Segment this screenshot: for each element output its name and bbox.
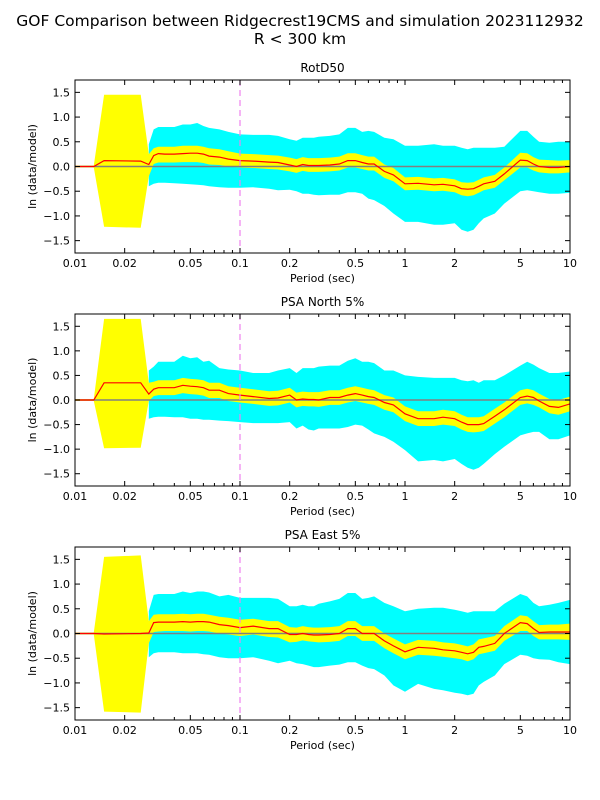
figure-title: GOF Comparison between Ridgecrest19CMS a… bbox=[0, 12, 600, 48]
x-tick-label: 0.01 bbox=[63, 724, 88, 737]
x-tick-label: 0.1 bbox=[231, 257, 249, 270]
y-tick-label: 0.0 bbox=[53, 628, 71, 641]
y-tick-label: −1.0 bbox=[43, 677, 70, 690]
x-tick-label: 0.5 bbox=[347, 490, 365, 503]
x-axis-label: Period (sec) bbox=[290, 739, 355, 752]
plot-area bbox=[75, 80, 570, 253]
x-tick-label: 0.5 bbox=[347, 257, 365, 270]
x-tick-label: 2 bbox=[451, 257, 458, 270]
x-tick-label: 0.05 bbox=[178, 257, 203, 270]
y-tick-label: −1.5 bbox=[43, 702, 70, 715]
mean-line bbox=[75, 620, 570, 655]
mean-line bbox=[75, 152, 570, 190]
x-tick-label: 2 bbox=[451, 724, 458, 737]
y-tick-label: 0.5 bbox=[53, 603, 71, 616]
y-tick-label: −1.5 bbox=[43, 235, 70, 248]
x-tick-label: 0.02 bbox=[112, 724, 137, 737]
y-tick-label: −0.5 bbox=[43, 185, 70, 198]
x-tick-label: 1 bbox=[402, 724, 409, 737]
y-axis-label: ln (data/model) bbox=[26, 591, 39, 676]
y-tick-label: 1.0 bbox=[53, 345, 71, 358]
x-tick-label: 5 bbox=[517, 257, 524, 270]
x-tick-label: 0.2 bbox=[281, 257, 299, 270]
x-tick-label: 10 bbox=[563, 257, 577, 270]
y-axis-label: ln (data/model) bbox=[26, 358, 39, 443]
x-tick-label: 0.5 bbox=[347, 724, 365, 737]
y-tick-label: 0.5 bbox=[53, 369, 71, 382]
x-tick-label: 0.01 bbox=[63, 257, 88, 270]
outer-band bbox=[148, 123, 570, 232]
x-tick-label: 0.1 bbox=[231, 490, 249, 503]
y-tick-label: −1.0 bbox=[43, 443, 70, 456]
y-tick-label: 1.5 bbox=[53, 320, 71, 333]
chart-panel-2: 0.01 0.02 0.05 0.1 0.2 0.5 1 2 5 10 −1.5 −1.0 −0.5 0.… bbox=[26, 295, 577, 518]
y-tick-label: 1.0 bbox=[53, 578, 71, 591]
figure-title-line2: R < 300 km bbox=[253, 30, 347, 48]
y-tick-label: −1.0 bbox=[43, 210, 70, 223]
y-tick-label: −1.5 bbox=[43, 468, 70, 481]
y-axis-label: ln (data/model) bbox=[26, 124, 39, 209]
x-tick-label: 0.1 bbox=[231, 724, 249, 737]
inner-band bbox=[75, 94, 570, 228]
x-axis-label: Period (sec) bbox=[290, 272, 355, 285]
x-axis-label: Period (sec) bbox=[290, 505, 355, 518]
chart-title: RotD50 bbox=[300, 61, 344, 75]
figure-title-line1: GOF Comparison between Ridgecrest19CMS a… bbox=[16, 12, 584, 30]
plot-area bbox=[75, 314, 570, 486]
mean-line bbox=[75, 382, 570, 426]
y-tick-label: 1.5 bbox=[53, 553, 71, 566]
outer-band bbox=[148, 355, 570, 470]
x-tick-label: 0.05 bbox=[178, 724, 203, 737]
y-tick-label: −0.5 bbox=[43, 419, 70, 432]
chart-title: PSA East 5% bbox=[285, 528, 361, 542]
y-tick-label: 1.0 bbox=[53, 111, 71, 124]
x-tick-label: 1 bbox=[402, 490, 409, 503]
x-tick-label: 10 bbox=[563, 490, 577, 503]
inner-band bbox=[75, 318, 570, 449]
y-tick-label: 0.0 bbox=[53, 161, 71, 174]
x-tick-label: 1 bbox=[402, 257, 409, 270]
x-tick-label: 2 bbox=[451, 490, 458, 503]
x-tick-label: 0.2 bbox=[281, 490, 299, 503]
chart-title: PSA North 5% bbox=[281, 295, 365, 309]
y-tick-label: −0.5 bbox=[43, 652, 70, 665]
chart-panel-3: 0.01 0.02 0.05 0.1 0.2 0.5 1 2 5 10 −1.5 −1.0 −0.5 0.… bbox=[26, 528, 577, 752]
x-tick-label: 0.01 bbox=[63, 490, 88, 503]
x-tick-label: 0.02 bbox=[112, 490, 137, 503]
plot-area bbox=[75, 547, 570, 720]
x-tick-label: 0.02 bbox=[112, 257, 137, 270]
x-tick-label: 0.05 bbox=[178, 490, 203, 503]
x-tick-label: 0.2 bbox=[281, 724, 299, 737]
x-tick-label: 5 bbox=[517, 724, 524, 737]
chart-panel-1: 0.01 0.02 0.05 0.1 0.2 0.5 1 2 5 10 −1.5 −1.0 −0.5 0.… bbox=[26, 61, 577, 285]
outer-band bbox=[148, 591, 570, 696]
y-tick-label: 0.0 bbox=[53, 394, 71, 407]
x-tick-label: 5 bbox=[517, 490, 524, 503]
y-tick-label: 0.5 bbox=[53, 136, 71, 149]
y-tick-label: 1.5 bbox=[53, 86, 71, 99]
x-tick-label: 10 bbox=[563, 724, 577, 737]
